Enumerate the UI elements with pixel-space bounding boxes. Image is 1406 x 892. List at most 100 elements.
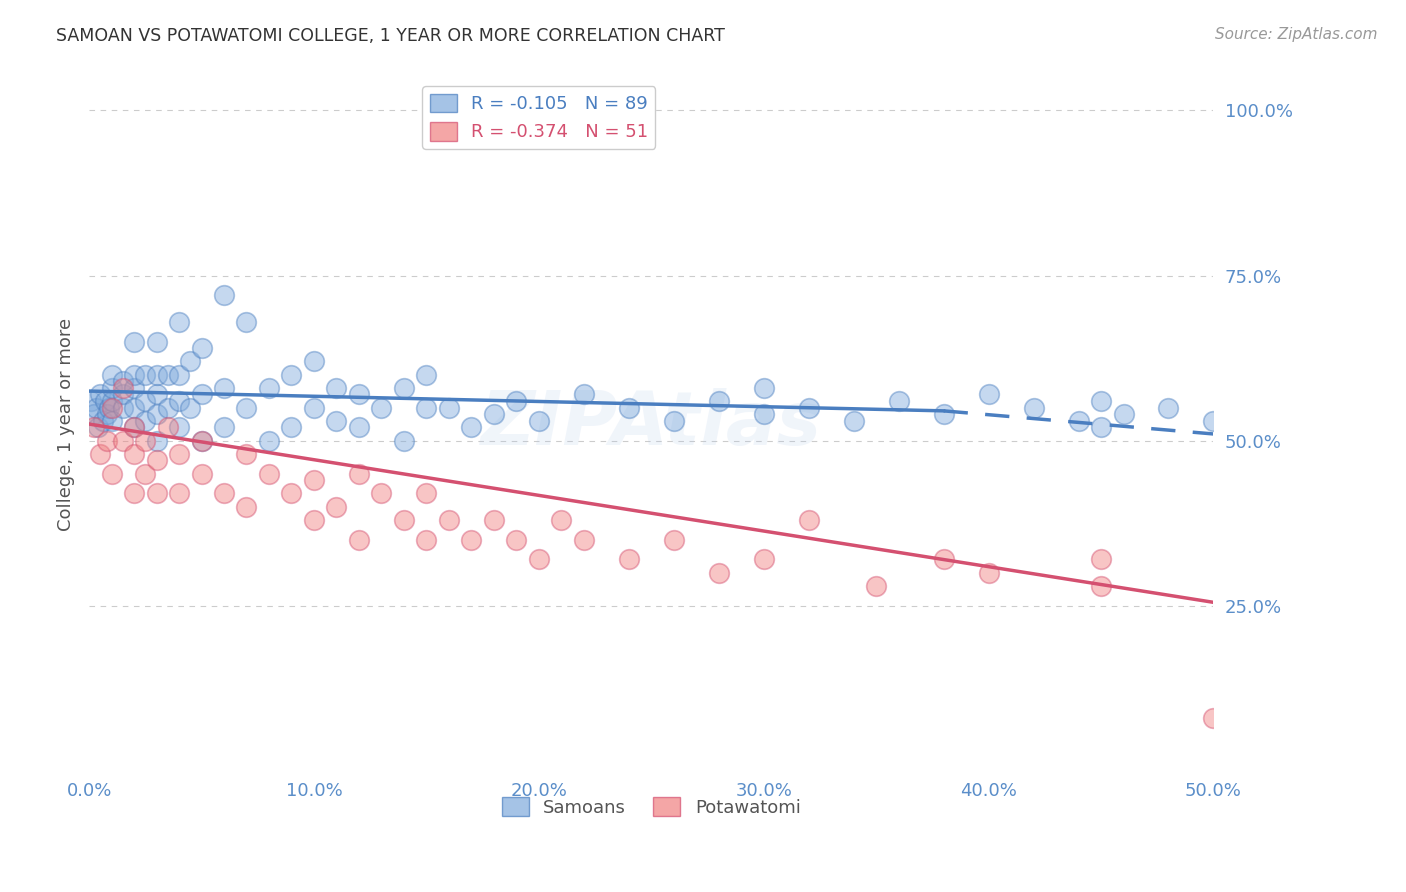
Point [527, 414, 550, 428]
Point [145, 387, 167, 401]
Point [617, 552, 640, 566]
Point [212, 486, 235, 500]
Legend: Samoans, Potawatomi: Samoans, Potawatomi [495, 790, 808, 824]
Point [932, 552, 955, 566]
Point [977, 387, 1000, 401]
Point [370, 401, 392, 415]
Point [111, 434, 134, 448]
Point [505, 533, 527, 547]
Point [96, 407, 118, 421]
Point [100, 368, 122, 382]
Point [122, 401, 145, 415]
Point [80, 394, 103, 409]
Point [100, 401, 122, 415]
Point [752, 407, 775, 421]
Point [1022, 401, 1045, 415]
Point [257, 434, 280, 448]
Point [167, 447, 190, 461]
Point [325, 500, 347, 514]
Point [460, 533, 482, 547]
Point [84, 401, 107, 415]
Point [145, 486, 167, 500]
Point [415, 486, 437, 500]
Point [134, 368, 156, 382]
Point [111, 401, 134, 415]
Point [280, 420, 302, 434]
Point [347, 420, 370, 434]
Point [1247, 394, 1270, 409]
Point [257, 467, 280, 481]
Point [100, 467, 122, 481]
Point [1292, 407, 1315, 421]
Point [572, 387, 595, 401]
Point [156, 420, 179, 434]
Point [797, 513, 820, 527]
Point [100, 394, 122, 409]
Point [100, 414, 122, 428]
Point [156, 401, 179, 415]
Point [1382, 401, 1405, 415]
Point [145, 434, 167, 448]
Point [302, 354, 325, 368]
Text: ZIPAtlas: ZIPAtlas [481, 387, 823, 460]
Point [392, 381, 415, 395]
Point [280, 368, 302, 382]
Point [111, 387, 134, 401]
Point [347, 467, 370, 481]
Text: Source: ZipAtlas.com: Source: ZipAtlas.com [1215, 27, 1378, 42]
Point [347, 387, 370, 401]
Point [190, 434, 212, 448]
Point [280, 486, 302, 500]
Point [122, 368, 145, 382]
Point [415, 533, 437, 547]
Point [179, 401, 201, 415]
Point [122, 381, 145, 395]
Point [842, 414, 865, 428]
Point [392, 513, 415, 527]
Point [505, 394, 527, 409]
Point [111, 374, 134, 388]
Point [707, 566, 730, 580]
Point [89, 447, 111, 461]
Point [415, 368, 437, 382]
Point [1067, 414, 1090, 428]
Point [482, 407, 505, 421]
Point [190, 434, 212, 448]
Point [752, 552, 775, 566]
Point [134, 414, 156, 428]
Point [145, 453, 167, 467]
Point [122, 486, 145, 500]
Point [167, 486, 190, 500]
Point [1202, 414, 1225, 428]
Point [325, 414, 347, 428]
Point [111, 381, 134, 395]
Point [145, 407, 167, 421]
Point [122, 334, 145, 349]
Point [1090, 394, 1112, 409]
Point [235, 447, 257, 461]
Point [190, 341, 212, 355]
Point [100, 381, 122, 395]
Point [89, 387, 111, 401]
Point [1090, 579, 1112, 593]
Point [235, 315, 257, 329]
Point [550, 513, 572, 527]
Point [662, 414, 685, 428]
Point [527, 552, 550, 566]
Point [190, 387, 212, 401]
Point [482, 513, 505, 527]
Point [415, 401, 437, 415]
Point [572, 533, 595, 547]
Point [91, 414, 114, 428]
Point [212, 420, 235, 434]
Point [797, 401, 820, 415]
Point [1112, 407, 1135, 421]
Point [437, 401, 460, 415]
Point [167, 420, 190, 434]
Point [96, 434, 118, 448]
Point [145, 368, 167, 382]
Point [122, 420, 145, 434]
Point [83, 407, 105, 421]
Point [179, 354, 201, 368]
Point [98, 401, 121, 415]
